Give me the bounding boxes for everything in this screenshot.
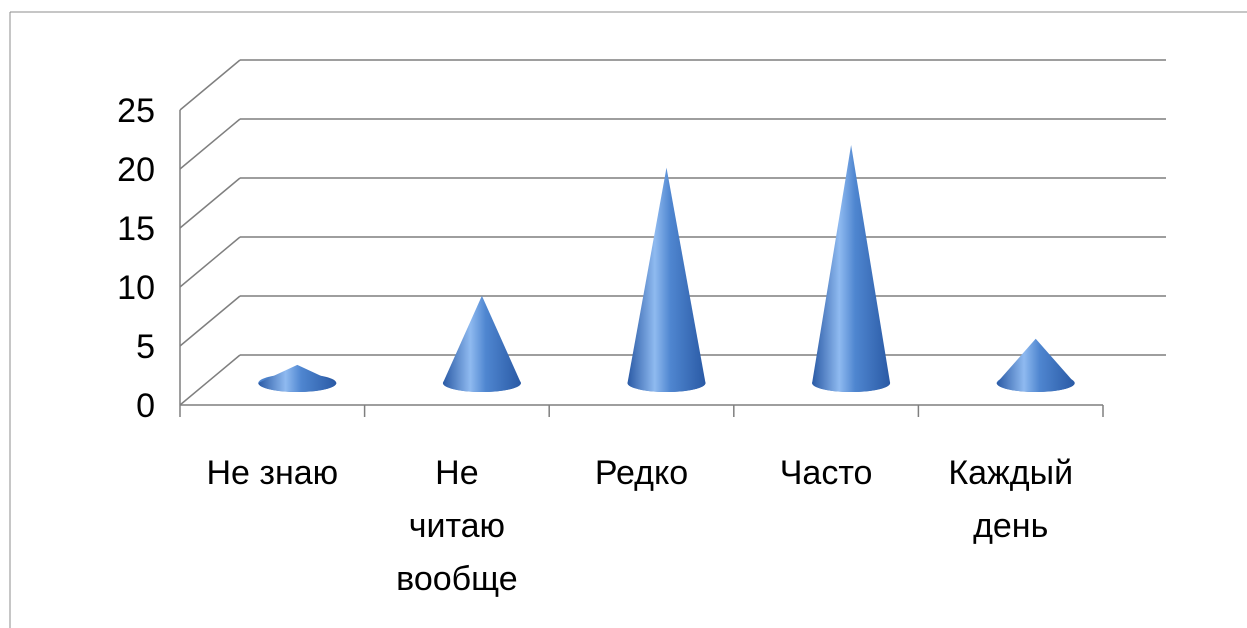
gridline-wall	[179, 59, 241, 111]
x-tick-label: Не	[435, 454, 478, 492]
x-tick-label: день	[973, 507, 1048, 545]
cone-bar	[627, 167, 706, 392]
cone-bar	[442, 295, 521, 392]
gridline-wall	[179, 236, 241, 288]
x-tick-label: Не знаю	[206, 454, 338, 492]
gridline-wall	[179, 295, 241, 347]
y-tick-label: 5	[136, 328, 155, 366]
gridline-wall	[179, 118, 241, 170]
gridline-wall	[179, 354, 241, 406]
y-tick-label: 0	[136, 387, 155, 425]
x-tick-label: Часто	[780, 454, 873, 492]
cone-body	[812, 145, 891, 392]
y-tick-label: 15	[117, 210, 155, 248]
cone-body	[442, 295, 521, 392]
cone-body	[258, 364, 337, 392]
y-tick-label: 10	[117, 269, 155, 307]
x-tick-label: Каждый	[948, 454, 1073, 492]
cone-bar	[996, 338, 1075, 392]
x-tick-label: вообще	[396, 560, 517, 598]
gridline-wall	[179, 177, 241, 229]
cone-bar	[258, 364, 337, 392]
y-tick-label: 20	[117, 151, 155, 189]
y-tick-label: 25	[117, 92, 155, 130]
cone-bar	[812, 145, 891, 392]
cone-body	[627, 167, 706, 392]
x-tick-label: Редко	[595, 454, 688, 492]
cone-body	[996, 338, 1075, 392]
x-tick-label: читаю	[409, 507, 505, 545]
